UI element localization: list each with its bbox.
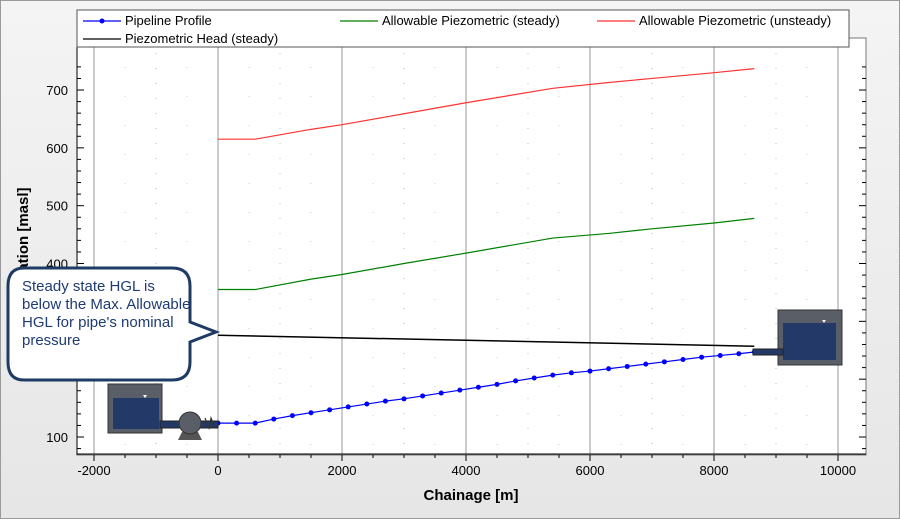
pump-base	[178, 432, 202, 440]
legend: Pipeline Profile Allowable Piezometric (s…	[76, 9, 850, 48]
series-line-0	[218, 351, 755, 424]
water-level-marker	[143, 395, 147, 398]
x-tick-label: 0	[214, 463, 221, 478]
x-tick-label: -2000	[77, 463, 110, 478]
x-tick-label: 8000	[700, 463, 729, 478]
callout-text: Steady state HGL is below the Max. Allow…	[22, 278, 191, 349]
data-point	[513, 378, 519, 384]
data-point	[568, 370, 574, 376]
data-point	[271, 416, 277, 422]
y-tick-label: 500	[46, 199, 68, 214]
legend-marker	[99, 18, 105, 24]
x-tick-label: 4000	[452, 463, 481, 478]
data-point	[624, 363, 630, 369]
data-point	[680, 357, 686, 363]
downstream-reservoir-icon	[777, 309, 843, 366]
series-line-1	[218, 217, 755, 291]
data-point	[587, 368, 593, 374]
data-point	[457, 387, 463, 393]
data-point	[736, 351, 742, 357]
y-tick-label: 700	[46, 83, 68, 98]
data-point	[494, 381, 500, 387]
x-tick-label: 2000	[328, 463, 357, 478]
data-point	[401, 396, 407, 402]
legend-label: Allowable Piezometric (unsteady)	[639, 13, 831, 28]
data-point	[531, 375, 537, 381]
data-point	[327, 407, 333, 413]
y-tick-label: 100	[46, 430, 68, 445]
data-point	[382, 398, 388, 404]
legend-label: Piezometric Head (steady)	[125, 31, 278, 46]
data-point	[661, 359, 667, 365]
upstream-reservoir-icon	[107, 383, 163, 434]
callout-bubble	[6, 266, 221, 382]
data-point	[364, 401, 370, 407]
data-point	[606, 366, 612, 372]
x-tick-label: 6000	[576, 463, 605, 478]
x-axis-label: Chainage [m]	[423, 487, 518, 504]
legend-label: Allowable Piezometric (steady)	[382, 13, 560, 28]
water-level-marker	[822, 320, 826, 323]
data-point	[420, 393, 426, 399]
reservoir-water	[783, 323, 836, 360]
series-line-3	[217, 334, 755, 347]
legend-label: Pipeline Profile	[125, 13, 212, 28]
data-point	[717, 352, 723, 358]
data-point	[345, 404, 351, 410]
series-line-2	[218, 68, 755, 140]
y-tick-label: 600	[46, 141, 68, 156]
reservoir-water	[113, 398, 159, 429]
plot-area	[76, 37, 867, 456]
data-point	[475, 384, 481, 390]
data-point	[438, 390, 444, 396]
data-point	[699, 354, 705, 360]
data-point	[308, 410, 314, 416]
pipe-segment	[752, 348, 784, 356]
data-point	[252, 420, 258, 426]
data-point	[550, 372, 556, 378]
data-point	[234, 420, 240, 426]
pump-body	[178, 411, 202, 435]
pump-icon	[178, 411, 202, 440]
data-point	[643, 361, 649, 367]
check-valve-icon	[204, 415, 216, 431]
callout-shape	[6, 266, 221, 382]
data-point	[289, 413, 295, 419]
legend-box	[76, 9, 850, 48]
x-tick-label: 10000	[820, 463, 856, 478]
